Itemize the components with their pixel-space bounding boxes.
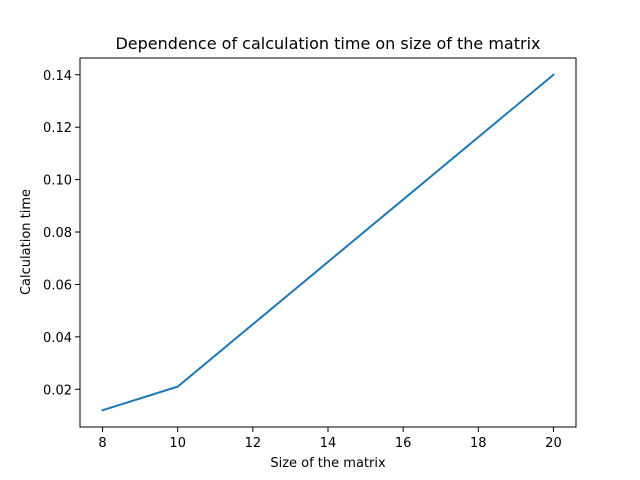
x-tick-label: 20 [545, 436, 562, 451]
axes-frame [79, 57, 577, 428]
y-tick-label: 0.14 [43, 69, 72, 84]
series-line [101, 73, 555, 412]
x-axis-label: Size of the matrix [270, 456, 386, 471]
x-tick-label: 8 [98, 436, 106, 451]
plot-area: 8 10 12 14 16 18 20 0.02 0.04 0.06 0.08 0.10 0.12 0.1… [43, 57, 577, 451]
chart-title: Dependence of calculation time on size o… [115, 34, 540, 53]
y-tick-label: 0.10 [43, 174, 72, 189]
y-axis-label: Calculation time [19, 189, 34, 295]
y-tick-label: 0.06 [43, 278, 72, 293]
y-tick-label: 0.12 [43, 121, 72, 136]
x-tick-label: 10 [169, 436, 186, 451]
x-tick-label: 18 [470, 436, 487, 451]
x-tick-label: 16 [395, 436, 412, 451]
x-tick-label: 12 [245, 436, 262, 451]
y-tick-label: 0.08 [43, 226, 72, 241]
y-tick-label: 0.02 [43, 383, 72, 398]
y-tick-label: 0.04 [43, 331, 72, 346]
x-tick-label: 14 [320, 436, 337, 451]
